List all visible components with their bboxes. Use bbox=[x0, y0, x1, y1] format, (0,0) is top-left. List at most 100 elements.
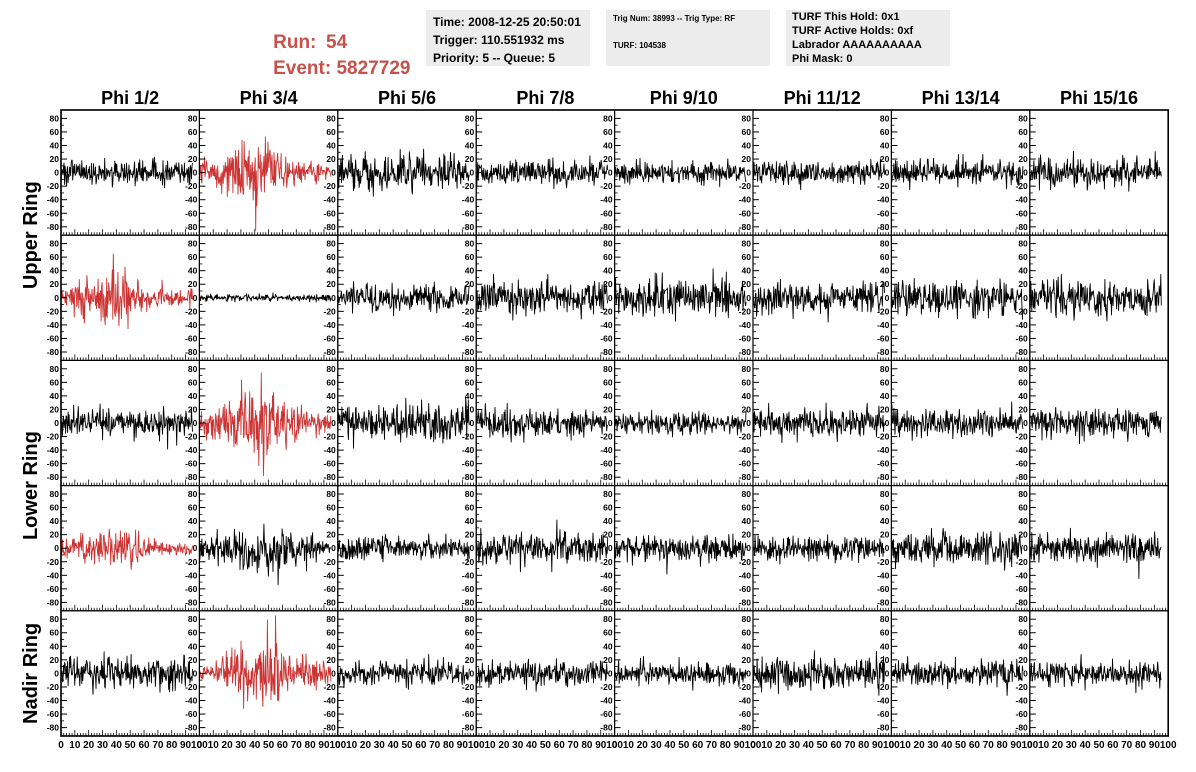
y-tick-label: -80 bbox=[324, 347, 337, 357]
y-tick-label: -20 bbox=[47, 432, 60, 442]
y-tick-label: 40 bbox=[880, 140, 890, 150]
y-tick-label: 80 bbox=[326, 113, 336, 123]
y-tick-label: -40 bbox=[600, 570, 613, 580]
y-tick-label: 20 bbox=[603, 154, 613, 164]
y-tick-label: -40 bbox=[600, 445, 613, 455]
waveform-trace bbox=[752, 402, 885, 444]
y-tick-label: -40 bbox=[185, 195, 198, 205]
y-tick-label: -20 bbox=[185, 181, 198, 191]
y-tick-label: 20 bbox=[50, 279, 60, 289]
y-tick-label: -60 bbox=[185, 709, 198, 719]
y-tick-label: 80 bbox=[50, 239, 60, 249]
waveform-panel: -80 -60 -40 -20 0 20 40 60 80 bbox=[600, 485, 754, 612]
waveform-trace bbox=[337, 281, 470, 317]
y-tick-label: 80 bbox=[465, 364, 475, 374]
y-tick-label: 0 bbox=[885, 293, 890, 303]
y-tick-label: -80 bbox=[600, 723, 613, 733]
y-tick-label: 0 bbox=[193, 418, 198, 428]
waveform-panel: -80 -60 -40 -20 0 20 40 60 80 bbox=[47, 109, 200, 236]
y-tick-label: -60 bbox=[739, 208, 752, 218]
y-tick-label: -80 bbox=[185, 597, 198, 607]
y-tick-label: 60 bbox=[50, 628, 60, 638]
x-tick-label: 90 bbox=[734, 740, 746, 751]
x-tick-label: 70 bbox=[844, 740, 856, 751]
y-tick-label: 80 bbox=[465, 113, 475, 123]
y-tick-label: 0 bbox=[1023, 418, 1028, 428]
x-tick-label: 90 bbox=[872, 740, 884, 751]
y-tick-label: -20 bbox=[462, 432, 475, 442]
x-tick-label: 0 bbox=[612, 740, 618, 751]
y-tick-label: 20 bbox=[326, 279, 336, 289]
waveform-trace bbox=[60, 253, 193, 330]
y-tick-label: -20 bbox=[462, 557, 475, 567]
waveform-panel: -80 -60 -40 -20 0 20 40 60 80 bbox=[1016, 109, 1169, 236]
y-tick-label: -80 bbox=[1016, 597, 1029, 607]
x-tick-label: 80 bbox=[166, 740, 178, 751]
y-tick-label: 80 bbox=[326, 239, 336, 249]
y-tick-label: -20 bbox=[739, 682, 752, 692]
x-tick-label: 30 bbox=[374, 740, 386, 751]
waveform-trace bbox=[614, 656, 747, 691]
y-tick-label: 40 bbox=[603, 140, 613, 150]
y-tick-label: 80 bbox=[50, 489, 60, 499]
ring-label: Upper Ring bbox=[20, 181, 42, 289]
y-tick-label: -40 bbox=[877, 696, 890, 706]
x-tick-label: 10 bbox=[484, 740, 496, 751]
waveform-trace bbox=[198, 523, 332, 586]
y-tick-label: 0 bbox=[469, 668, 474, 678]
x-tick-label: 20 bbox=[498, 740, 510, 751]
waveform-panel: -80 -60 -40 -20 0 20 40 60 80 bbox=[462, 485, 616, 612]
y-tick-label: -40 bbox=[185, 445, 198, 455]
x-tick-label: 50 bbox=[678, 740, 690, 751]
y-tick-label: 0 bbox=[746, 418, 751, 428]
x-tick-label: 30 bbox=[789, 740, 801, 751]
waveform-panel: -80 -60 -40 -20 0 20 40 60 80 bbox=[185, 234, 339, 361]
y-tick-label: -20 bbox=[324, 181, 337, 191]
x-tick-label: 30 bbox=[97, 740, 109, 751]
y-tick-label: 80 bbox=[1018, 364, 1028, 374]
x-tick-label: 50 bbox=[955, 740, 967, 751]
y-tick-label: -80 bbox=[324, 597, 337, 607]
y-tick-label: 60 bbox=[603, 252, 613, 262]
x-tick-label: 100 bbox=[329, 740, 346, 751]
y-tick-label: -20 bbox=[47, 682, 60, 692]
y-tick-label: -40 bbox=[739, 696, 752, 706]
y-tick-label: -80 bbox=[185, 222, 198, 232]
y-tick-label: 60 bbox=[1018, 503, 1028, 513]
y-tick-label: -80 bbox=[1016, 222, 1029, 232]
column-header: Phi 11/12 bbox=[784, 88, 861, 108]
x-tick-label: 80 bbox=[720, 740, 732, 751]
x-tick-label: 90 bbox=[1010, 740, 1022, 751]
waveform-panel: -80 -60 -40 -20 0 20 40 60 80 bbox=[1016, 234, 1169, 361]
y-tick-label: 20 bbox=[742, 154, 752, 164]
x-tick-label: 40 bbox=[664, 740, 676, 751]
y-tick-label: 20 bbox=[880, 530, 890, 540]
y-tick-label: 40 bbox=[188, 140, 198, 150]
waveform-trace bbox=[890, 527, 1024, 571]
y-tick-label: -40 bbox=[877, 570, 890, 580]
y-tick-label: 80 bbox=[603, 239, 613, 249]
waveform-trace bbox=[337, 396, 470, 449]
x-tick-label: 0 bbox=[473, 740, 479, 751]
y-tick-label: -20 bbox=[600, 432, 613, 442]
waveform-panel: -80 -60 -40 -20 0 20 40 60 80 bbox=[1016, 359, 1169, 487]
x-tick-label: 70 bbox=[983, 740, 995, 751]
y-tick-label: 0 bbox=[608, 668, 613, 678]
x-tick-label: 10 bbox=[623, 740, 635, 751]
y-tick-label: 0 bbox=[1023, 668, 1028, 678]
y-tick-label: 20 bbox=[465, 530, 475, 540]
y-tick-label: -60 bbox=[739, 333, 752, 343]
x-tick-label: 100 bbox=[1160, 740, 1177, 751]
waveform-trace bbox=[1029, 150, 1162, 192]
y-tick-label: 20 bbox=[742, 279, 752, 289]
y-tick-label: -20 bbox=[1016, 432, 1029, 442]
y-tick-label: 40 bbox=[326, 516, 336, 526]
time-text: Time: 2008-12-25 20:50:01 bbox=[433, 15, 581, 29]
y-tick-label: -80 bbox=[600, 472, 613, 482]
y-tick-label: 60 bbox=[880, 252, 890, 262]
y-tick-label: 60 bbox=[465, 628, 475, 638]
waveform-panel: -80 -60 -40 -20 0 20 40 60 80 bbox=[600, 234, 754, 361]
y-tick-label: 0 bbox=[331, 543, 336, 553]
x-tick-label: 70 bbox=[1121, 740, 1133, 751]
y-tick-label: 20 bbox=[326, 404, 336, 414]
